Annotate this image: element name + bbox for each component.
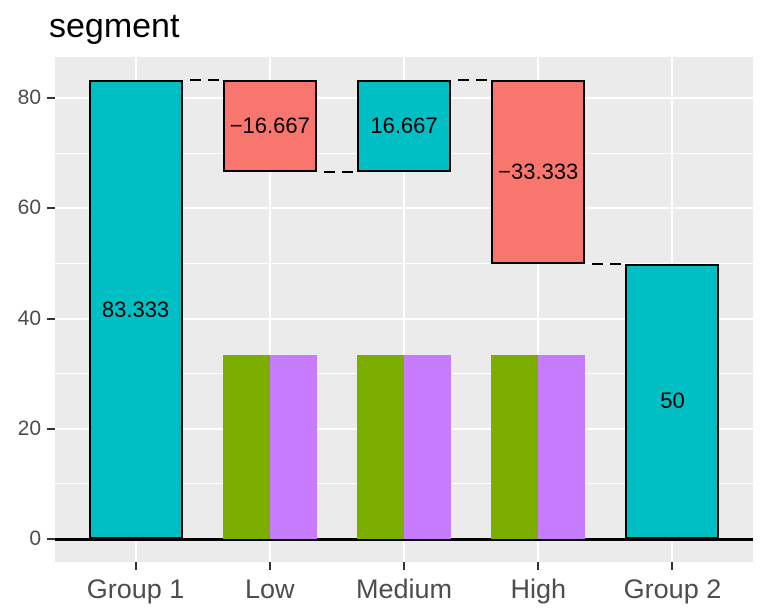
x-axis-tick — [403, 562, 405, 570]
y-axis-tick-label: 0 — [29, 527, 41, 551]
bar-value-label: 83.333 — [101, 296, 170, 322]
waterfall-connector — [182, 78, 223, 81]
y-axis-tick-label: 40 — [17, 306, 41, 330]
bar-value-label: −16.667 — [229, 112, 310, 138]
x-axis-tick-label-low: Low — [245, 574, 295, 604]
grouped-bar-purple — [269, 355, 317, 540]
x-axis-tick-label-group-2: Group 2 — [623, 574, 722, 604]
grouped-bar-green — [357, 355, 404, 540]
waterfall-bar-group-2 — [625, 263, 720, 540]
x-axis-tick — [268, 562, 271, 570]
waterfall-bar-medium — [357, 79, 451, 172]
x-axis-tick — [537, 562, 540, 570]
y-axis-tick — [47, 427, 55, 430]
waterfall-connector — [585, 262, 626, 265]
waterfall-bar-low — [222, 79, 317, 172]
waterfall-bar-group-1 — [88, 79, 183, 540]
waterfall-bar-high — [491, 79, 586, 264]
x-axis-tick — [671, 562, 674, 570]
bar-value-label: −33.333 — [498, 158, 579, 184]
y-axis-tick-label: 60 — [17, 196, 41, 220]
gridline-major-vertical — [403, 57, 405, 562]
grouped-bar-purple — [404, 355, 451, 540]
y-axis-tick — [47, 317, 55, 320]
grouped-bar-green — [222, 355, 270, 540]
x-axis-tick-label-medium: Medium — [355, 574, 453, 604]
chart-title: segment — [49, 7, 180, 45]
x-axis-line — [55, 537, 753, 541]
y-axis-tick-label: 20 — [17, 416, 41, 440]
waterfall-connector — [450, 78, 492, 81]
y-axis-tick — [47, 207, 55, 210]
gridline-major-vertical — [537, 57, 540, 562]
y-axis-tick — [47, 97, 55, 100]
x-axis-tick-label-group-1: Group 1 — [86, 574, 185, 604]
y-axis-tick-label: 80 — [17, 86, 41, 110]
waterfall-connector — [316, 170, 358, 173]
grouped-bar-purple — [538, 355, 586, 540]
gridline-major-vertical — [268, 57, 271, 562]
grouped-bar-green — [491, 355, 539, 540]
x-axis-tick-label-high: High — [510, 574, 566, 604]
bar-value-label: 16.667 — [370, 112, 438, 138]
bar-value-label: 50 — [660, 388, 685, 414]
y-axis-tick — [47, 538, 55, 541]
x-axis-tick — [134, 562, 137, 570]
